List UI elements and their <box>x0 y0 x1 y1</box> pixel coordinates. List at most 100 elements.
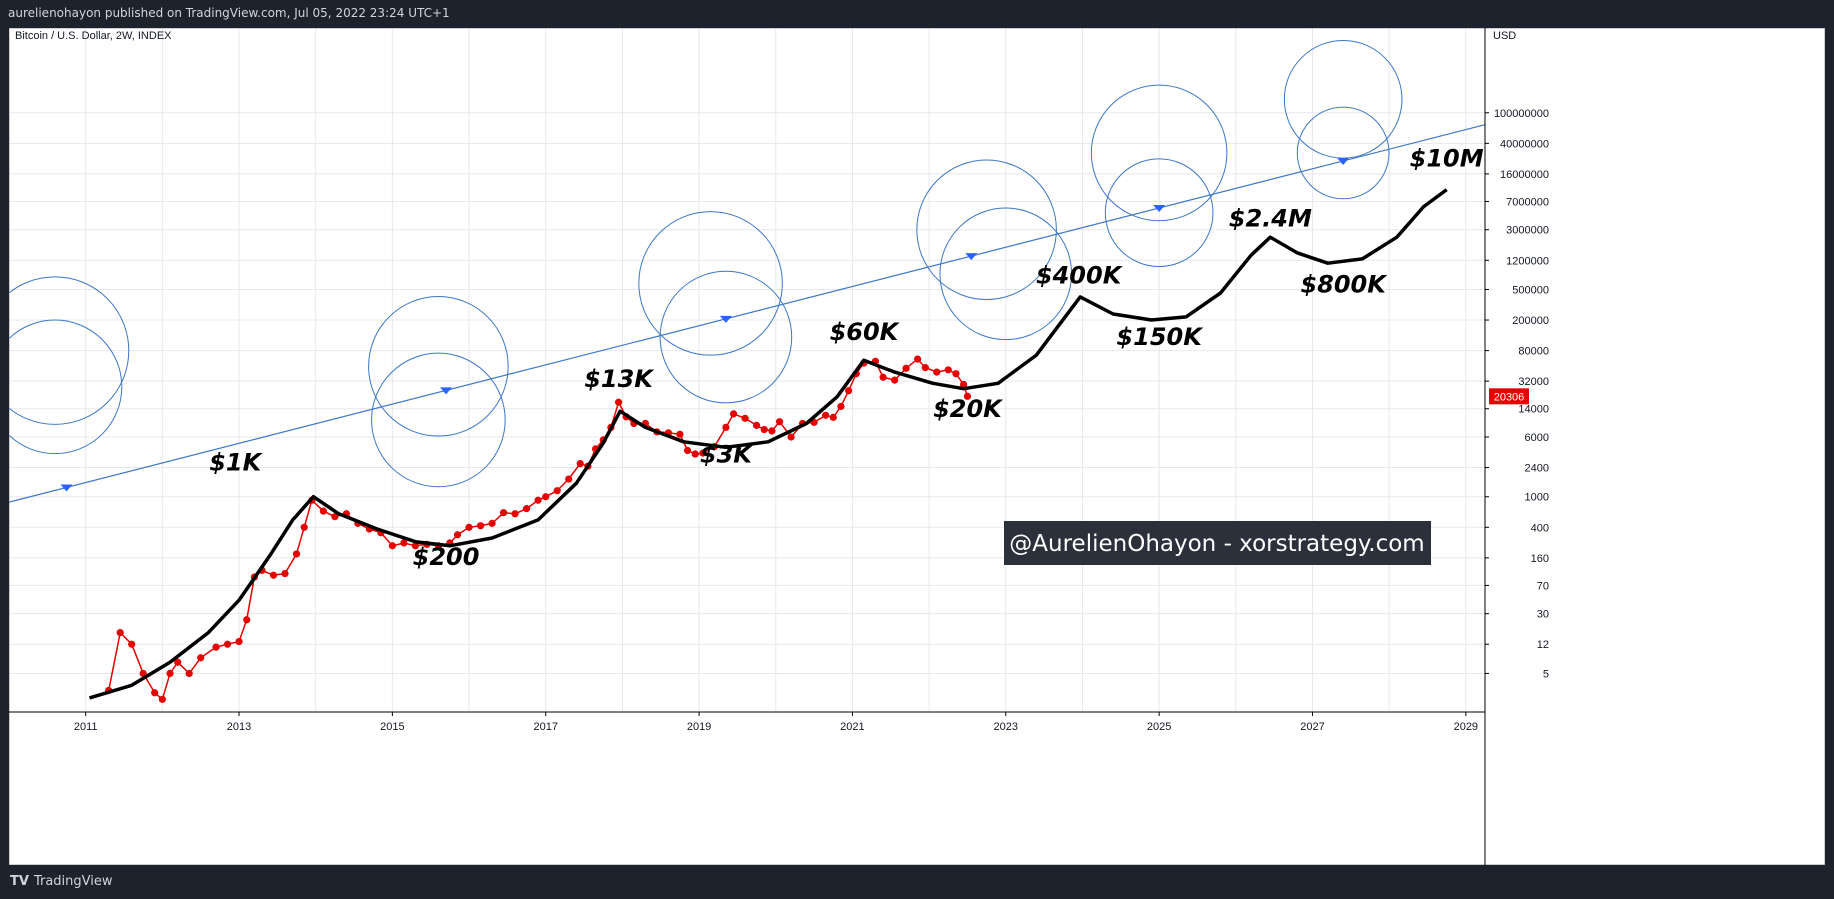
trend-marker <box>1337 157 1350 165</box>
price-point <box>960 380 968 389</box>
cycle-circle <box>916 159 1057 301</box>
cycle-annotation: $3K <box>700 440 754 468</box>
price-point <box>388 542 396 550</box>
price-point <box>729 410 738 418</box>
y-tick-label: 40000000 <box>1500 138 1549 150</box>
publish-info-text: aurelienohayon published on TradingView.… <box>8 6 450 20</box>
cycle-circle <box>659 270 793 404</box>
price-point <box>185 669 193 678</box>
price-point <box>768 427 776 435</box>
publish-header: aurelienohayon published on TradingView.… <box>0 0 1834 27</box>
price-point <box>542 493 550 501</box>
price-point <box>319 507 327 515</box>
tradingview-brand[interactable]: TV TradingView <box>10 865 112 899</box>
y-tick-label: 500000 <box>1512 284 1549 296</box>
price-point <box>522 505 531 513</box>
y-tick-label: 6000 <box>1525 432 1549 444</box>
x-tick-label: 2013 <box>227 721 251 733</box>
price-point <box>174 658 182 666</box>
trendline <box>9 124 1485 503</box>
price-point <box>534 496 542 504</box>
price-point <box>775 418 784 426</box>
trend-marker <box>440 387 453 395</box>
price-point <box>151 689 159 697</box>
price-point <box>902 364 910 372</box>
chart-panel[interactable]: $1K $200 $13K $3K $60K $20K $400K $150K $2.4M $80… <box>9 28 1825 865</box>
y-axis-currency-label: USD <box>1493 30 1516 42</box>
cycle-circle <box>9 319 123 455</box>
price-point <box>576 460 584 468</box>
price-point <box>944 366 952 374</box>
price-point <box>331 513 339 521</box>
price-point <box>844 387 853 395</box>
x-tick-label: 2015 <box>380 721 404 733</box>
price-point <box>553 487 561 495</box>
trend-marker <box>1153 205 1166 213</box>
price-point <box>212 643 220 651</box>
cycle-annotation: $13K <box>584 365 655 393</box>
y-tick-label: 16000000 <box>1500 169 1549 181</box>
cycle-circle <box>9 276 130 425</box>
x-tick-label: 2017 <box>533 721 557 733</box>
y-tick-label: 30 <box>1537 609 1549 621</box>
y-tick-label: 12 <box>1537 639 1549 651</box>
price-point <box>300 523 308 531</box>
x-tick-label: 2019 <box>687 721 711 733</box>
cycle-circle <box>638 211 783 356</box>
y-tick-label: 70 <box>1537 580 1549 592</box>
y-tick-label: 1000 <box>1525 492 1549 504</box>
price-point <box>166 669 174 678</box>
y-tick-label: 100000000 <box>1494 108 1549 120</box>
price-point <box>223 640 232 648</box>
cycle-circle <box>1090 84 1228 222</box>
y-tick-label: 200000 <box>1512 315 1549 327</box>
price-point <box>821 411 830 419</box>
cycle-annotation: $200 <box>413 543 480 571</box>
x-tick-label: 2011 <box>74 721 98 733</box>
btc-log-chart[interactable]: $1K $200 $13K $3K $60K $20K $400K $150K $2.4M $80… <box>9 28 1825 865</box>
price-point <box>453 531 462 539</box>
y-tick-label: 2400 <box>1525 463 1549 475</box>
price-point <box>676 430 684 438</box>
watermark-box: @AurelienOhayon - xorstrategy.com <box>1004 521 1431 565</box>
cycle-annotation: $60K <box>830 318 901 346</box>
price-point <box>914 355 922 363</box>
cycle-circle <box>368 296 509 437</box>
price-point <box>476 522 485 530</box>
tradingview-brand-label: TradingView <box>33 874 113 889</box>
y-tick-label: 400 <box>1531 522 1549 534</box>
trend-marker <box>60 484 73 492</box>
last-price-tag: 20306 <box>1489 388 1529 405</box>
price-point <box>683 446 692 455</box>
cycle-circle <box>1104 158 1214 268</box>
cycle-circle <box>939 207 1073 341</box>
y-tick-label: 80000 <box>1518 346 1549 358</box>
y-tick-label: 160 <box>1531 553 1549 565</box>
price-point <box>722 423 730 431</box>
price-point <box>465 523 473 531</box>
price-point <box>158 695 166 703</box>
watermark-text: @AurelienOhayon - xorstrategy.com <box>1009 531 1424 557</box>
price-point <box>699 449 707 457</box>
y-tick-label: 5 <box>1543 668 1549 680</box>
price-point <box>760 425 768 434</box>
cycle-annotation: $10M <box>1410 144 1484 172</box>
price-point <box>411 542 419 550</box>
price-point <box>488 519 496 527</box>
price-point <box>281 569 289 578</box>
price-point <box>400 539 408 547</box>
price-point <box>963 392 972 400</box>
price-point <box>952 370 960 378</box>
x-tick-label: 2023 <box>994 721 1018 733</box>
price-point <box>741 414 749 422</box>
price-point <box>933 368 941 376</box>
x-tick-label: 2021 <box>840 721 864 733</box>
chart-title: Bitcoin / U.S. Dollar, 2W, INDEX <box>15 30 172 42</box>
last-price-value: 20306 <box>1494 391 1525 403</box>
price-point <box>565 475 573 483</box>
price-point <box>269 571 278 579</box>
price-point <box>116 629 124 637</box>
cycle-annotation: $20K <box>933 395 1004 423</box>
cycle-annotation: $2.4M <box>1229 205 1312 233</box>
trend-marker <box>965 253 978 261</box>
